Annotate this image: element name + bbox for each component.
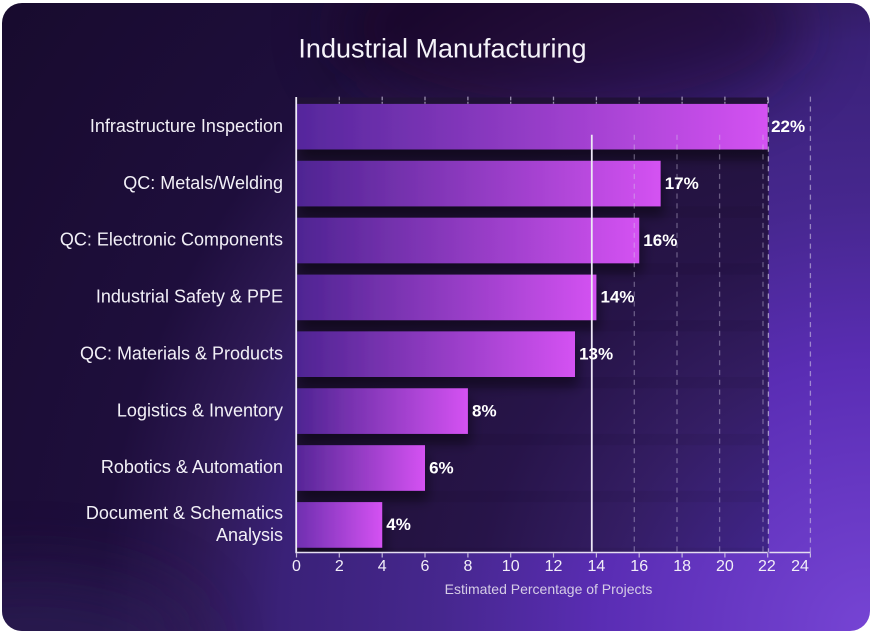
svg-text:4%: 4% — [386, 515, 411, 534]
svg-text:QC: Electronic Components: QC: Electronic Components — [60, 230, 283, 250]
svg-text:14%: 14% — [601, 288, 635, 307]
svg-text:20: 20 — [716, 558, 734, 575]
svg-text:Estimated Percentage of Projec: Estimated Percentage of Projects — [445, 581, 653, 597]
svg-text:13%: 13% — [579, 345, 613, 364]
svg-text:4: 4 — [378, 558, 387, 575]
svg-text:Infrastructure Inspection: Infrastructure Inspection — [90, 116, 283, 136]
svg-text:Industrial Manufacturing: Industrial Manufacturing — [298, 33, 586, 63]
svg-text:8%: 8% — [472, 401, 497, 420]
svg-text:2: 2 — [335, 558, 344, 575]
svg-text:8: 8 — [463, 558, 472, 575]
svg-text:10: 10 — [502, 558, 520, 575]
svg-text:12: 12 — [545, 558, 563, 575]
svg-text:22%: 22% — [771, 117, 805, 136]
svg-text:16: 16 — [630, 558, 648, 575]
svg-text:14: 14 — [588, 558, 606, 575]
svg-text:Logistics & Inventory: Logistics & Inventory — [117, 400, 283, 420]
svg-text:22: 22 — [758, 558, 776, 575]
svg-text:Document & Schematics: Document & Schematics — [86, 503, 283, 523]
svg-text:17%: 17% — [665, 174, 699, 193]
svg-text:QC: Materials & Products: QC: Materials & Products — [80, 343, 283, 363]
svg-text:0: 0 — [292, 558, 301, 575]
svg-text:6: 6 — [421, 558, 430, 575]
svg-text:16%: 16% — [643, 231, 677, 250]
svg-text:24: 24 — [791, 558, 809, 575]
svg-text:QC: Metals/Welding: QC: Metals/Welding — [123, 173, 283, 193]
svg-text:Robotics & Automation: Robotics & Automation — [101, 457, 283, 477]
svg-text:18: 18 — [673, 558, 691, 575]
svg-text:6%: 6% — [429, 458, 454, 477]
svg-text:Industrial Safety & PPE: Industrial Safety & PPE — [96, 287, 283, 307]
svg-text:Analysis: Analysis — [216, 525, 283, 545]
